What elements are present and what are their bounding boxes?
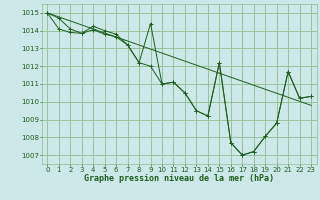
X-axis label: Graphe pression niveau de la mer (hPa): Graphe pression niveau de la mer (hPa) (84, 174, 274, 183)
